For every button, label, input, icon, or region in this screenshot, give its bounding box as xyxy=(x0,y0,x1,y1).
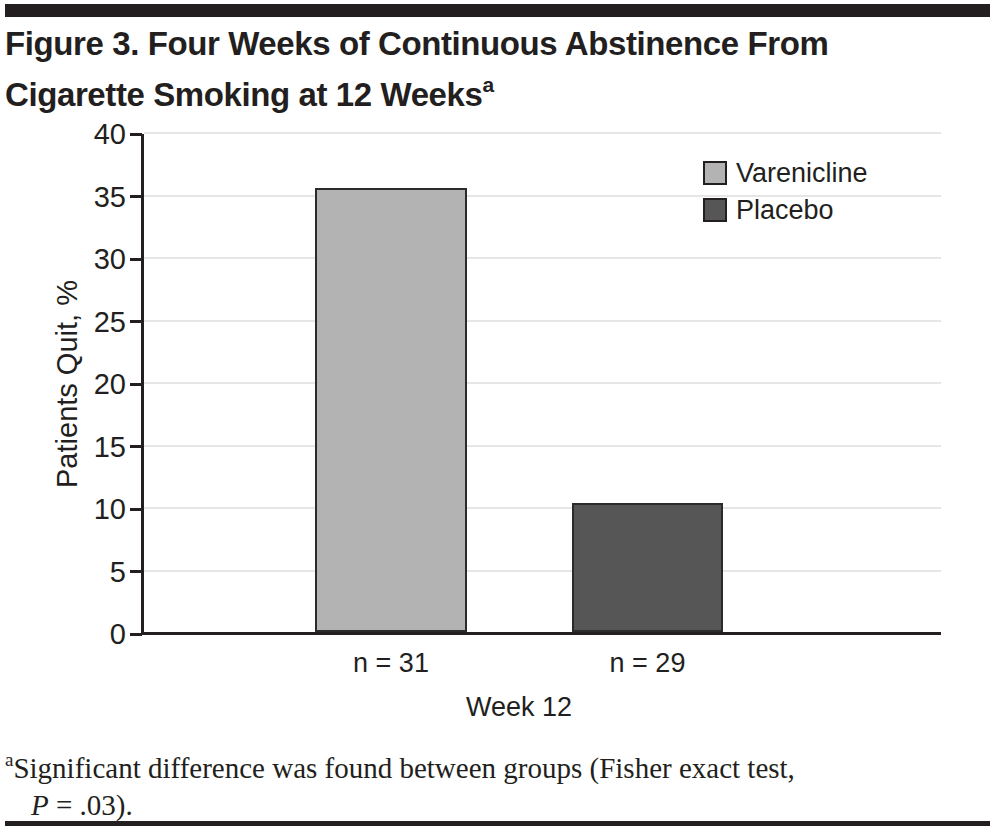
plot-area: Varenicline Placebo xyxy=(141,134,941,635)
footnote: aSignificant difference was found betwee… xyxy=(5,741,970,824)
gridline-5 xyxy=(144,570,941,572)
x-axis-label: Week 12 xyxy=(315,692,723,723)
figure-title: Figure 3. Four Weeks of Continuous Absti… xyxy=(5,23,828,115)
bar-placebo xyxy=(572,503,723,632)
footnote-line1: aSignificant difference was found betwee… xyxy=(5,752,795,784)
y-tick-label-35: 35 xyxy=(53,181,126,213)
gridline-20 xyxy=(144,382,941,384)
gridline-40 xyxy=(144,132,941,134)
bottom-rule xyxy=(5,821,990,826)
footnote-line2: P = .03). xyxy=(31,787,970,824)
y-tick-label-30: 30 xyxy=(53,243,126,275)
footnote-p-symbol: P xyxy=(31,789,49,821)
figure-title-line2-text: Cigarette Smoking at 12 Weeks xyxy=(5,76,482,113)
figure-title-line2: Cigarette Smoking at 12 Weeksa xyxy=(5,64,828,115)
gridline-30 xyxy=(144,257,941,259)
legend-label-placebo: Placebo xyxy=(736,198,834,222)
title-superscript: a xyxy=(482,73,493,96)
y-tick-label-20: 20 xyxy=(53,368,126,400)
legend: Varenicline Placebo xyxy=(703,161,868,235)
legend-label-varenicline: Varenicline xyxy=(736,161,868,185)
legend-swatch-placebo xyxy=(703,198,727,222)
y-tick-label-5: 5 xyxy=(53,556,126,588)
footnote-text: Significant difference was found between… xyxy=(13,752,794,784)
gridline-25 xyxy=(144,320,941,322)
y-tick-label-10: 10 xyxy=(53,493,126,525)
y-tick-label-15: 15 xyxy=(53,431,126,463)
legend-swatch-varenicline xyxy=(703,161,727,185)
n-label-varenicline: n = 31 xyxy=(315,648,467,679)
y-tick-label-0: 0 xyxy=(53,618,126,650)
bar-varenicline xyxy=(315,188,467,632)
legend-item-varenicline: Varenicline xyxy=(703,161,868,185)
y-tick-label-40: 40 xyxy=(53,118,126,150)
legend-item-placebo: Placebo xyxy=(703,198,868,222)
figure-panel: Figure 3. Four Weeks of Continuous Absti… xyxy=(0,0,995,832)
top-rule xyxy=(5,4,990,17)
gridline-10 xyxy=(144,507,941,509)
footnote-p-value: = .03). xyxy=(49,789,133,821)
gridline-15 xyxy=(144,445,941,447)
figure-title-line1: Figure 3. Four Weeks of Continuous Absti… xyxy=(5,23,828,64)
n-label-placebo: n = 29 xyxy=(572,648,723,679)
y-tick-label-25: 25 xyxy=(53,306,126,338)
